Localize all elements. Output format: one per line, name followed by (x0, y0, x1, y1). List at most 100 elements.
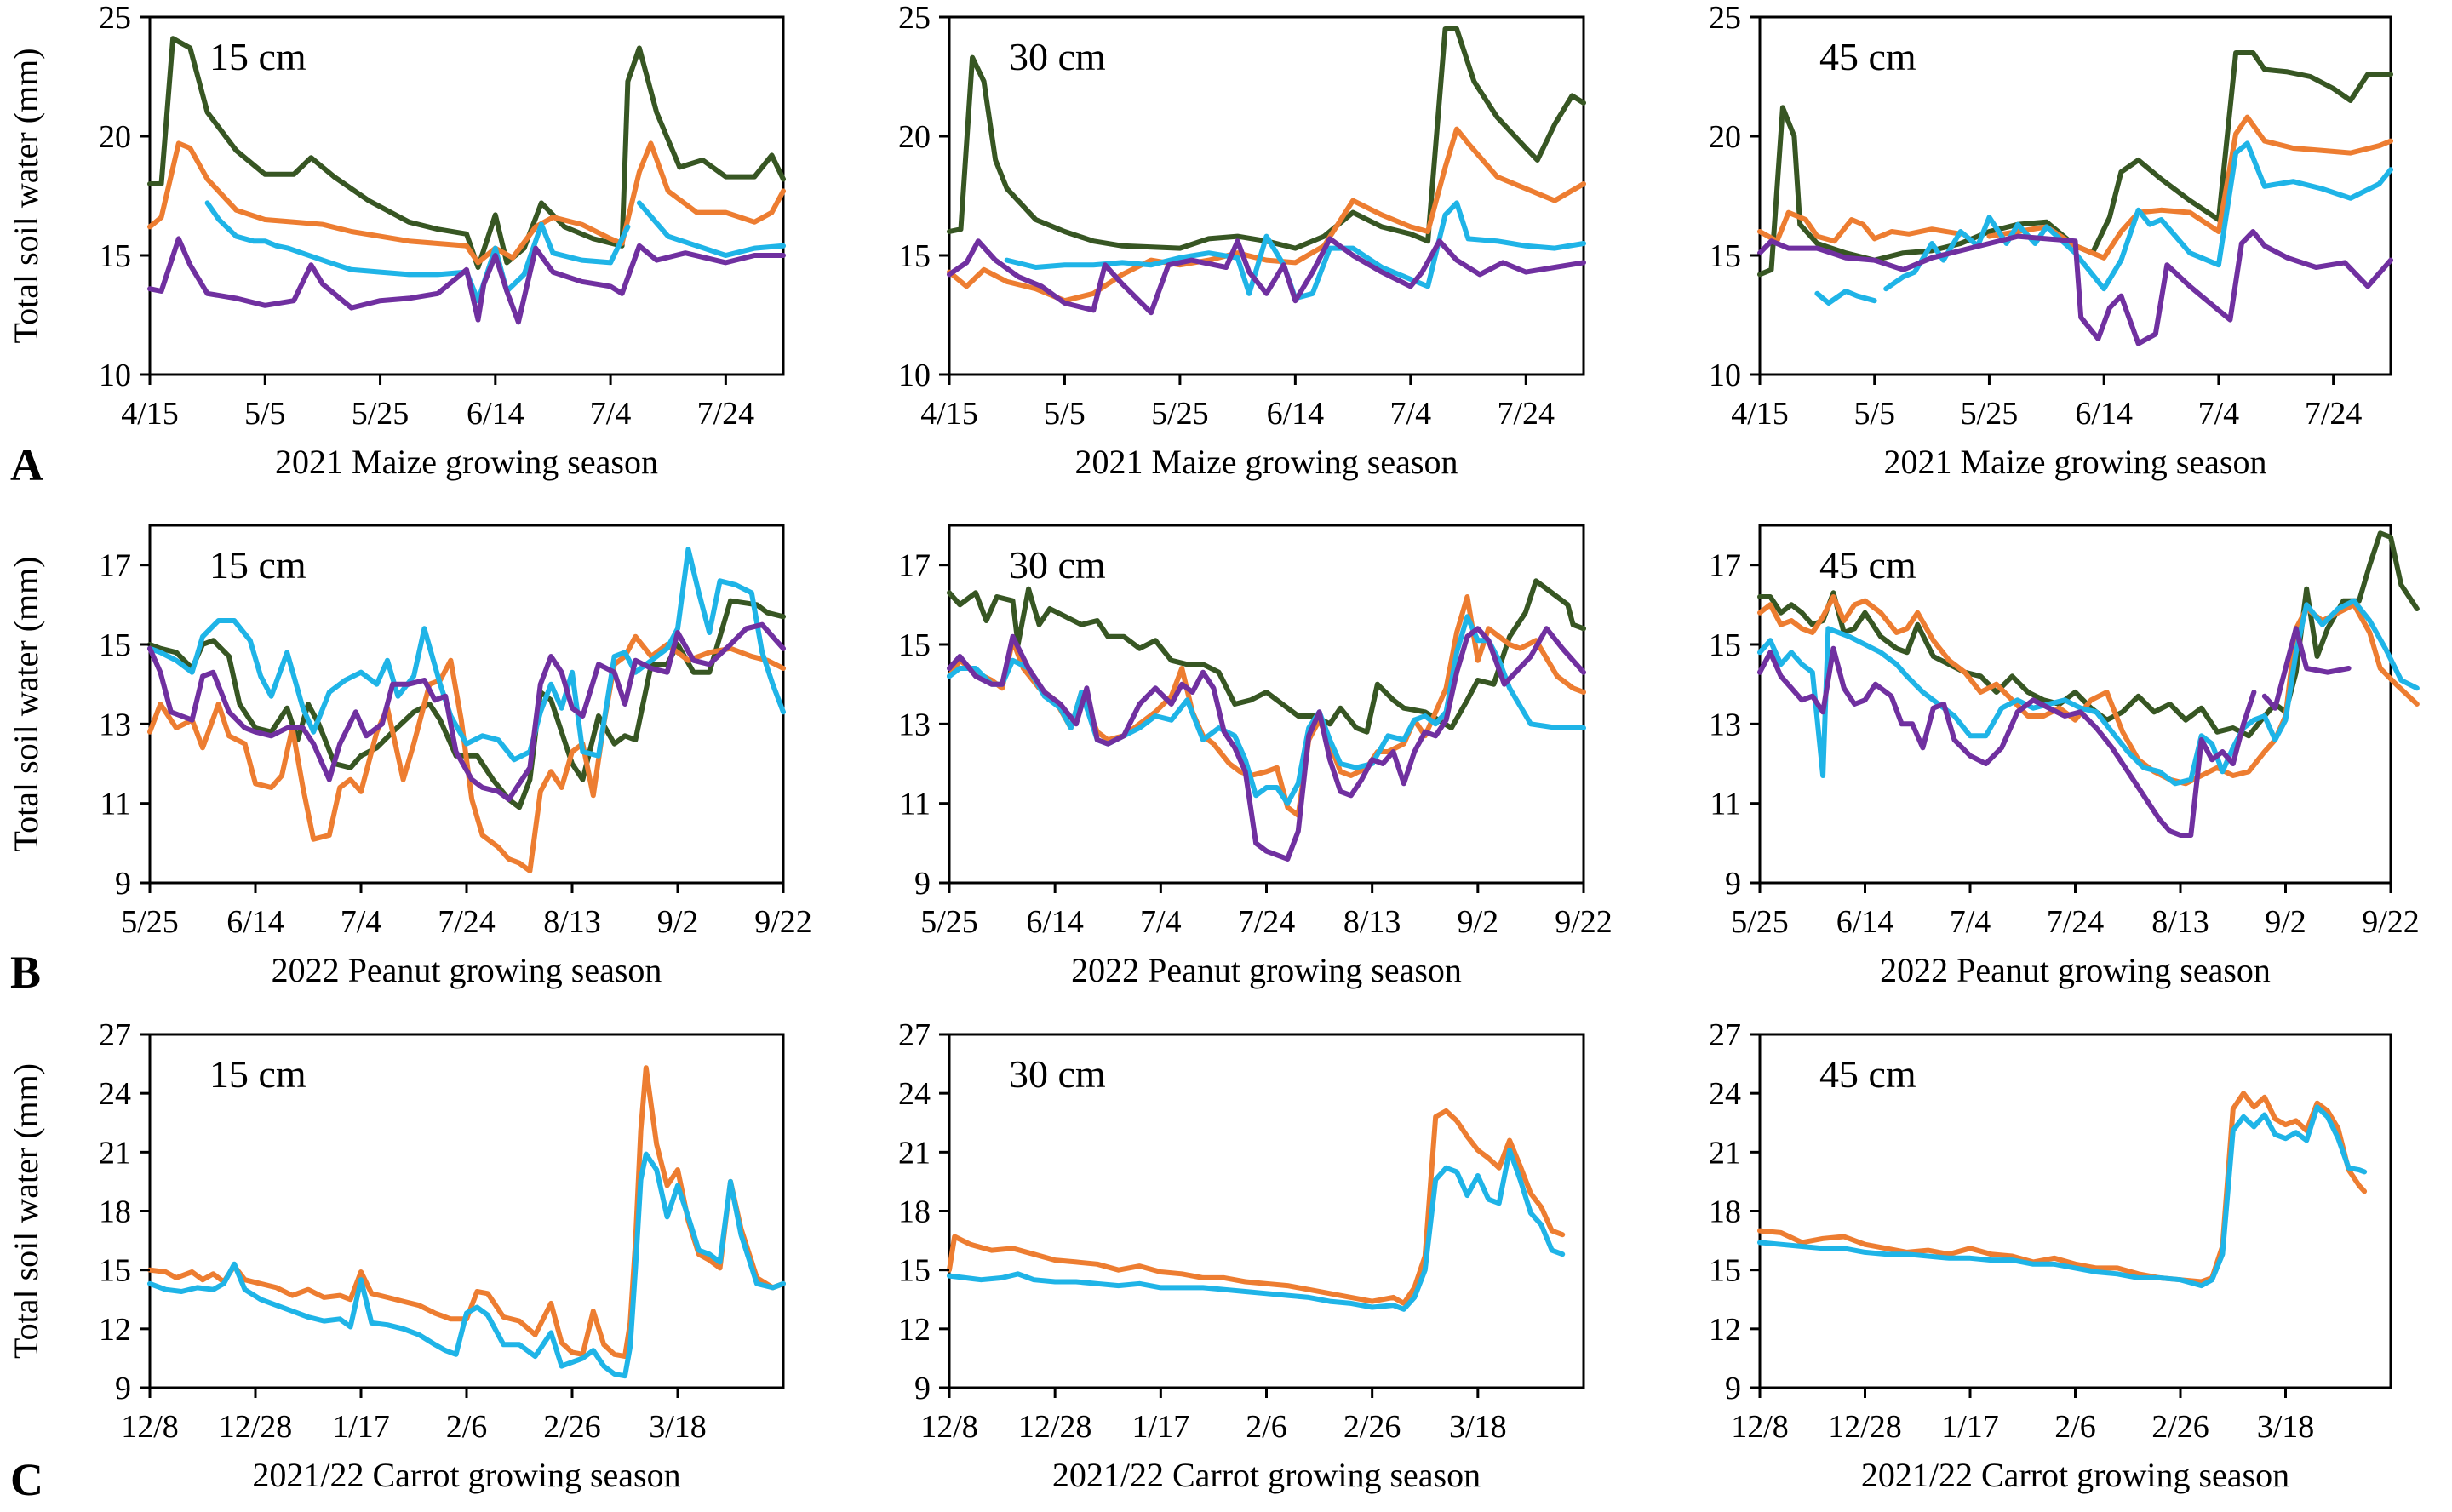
row-label-a: A (10, 439, 43, 490)
depth-label: 45 cm (1819, 1052, 1916, 1096)
series-line-orange (147, 633, 786, 873)
y-tick-label: 18 (1709, 1194, 1741, 1230)
y-tick-label: 27 (1709, 1017, 1741, 1053)
y-tick-label: 20 (1709, 119, 1741, 155)
x-tick-label: 9/22 (2362, 904, 2420, 940)
x-tick-label: 7/24 (1497, 396, 1555, 432)
chart-panel-5: 9 11 13 15 17 5/25 6/14 7/4 7/24 8/13 9/2 9/22 2022 … (898, 524, 1613, 989)
x-tick-label: 2/6 (2054, 1409, 2096, 1445)
x-tick-label: 6/14 (226, 904, 284, 940)
y-axis-title: Total soil water (mm) (7, 1063, 45, 1359)
y-tick-label: 9 (914, 866, 931, 902)
series-line-light-blue (947, 1148, 1566, 1312)
series-line-light-blue (1757, 598, 2420, 787)
y-tick-label: 24 (898, 1076, 931, 1112)
y-tick-label: 9 (115, 866, 131, 902)
plot-frame (148, 524, 785, 885)
series-line-orange (947, 1108, 1566, 1306)
plot-frame (1758, 15, 2392, 376)
depth-label: 15 cm (209, 35, 306, 78)
y-tick-label: 15 (99, 238, 131, 274)
x-tick-label: 7/24 (2305, 396, 2363, 432)
y-tick-label: 25 (99, 0, 131, 36)
x-axis-title: 2021/22 Carrot growing season (252, 1456, 680, 1494)
y-tick-label: 15 (898, 1253, 931, 1289)
y-tick-label: 18 (99, 1194, 131, 1230)
y-tick-label: 10 (898, 358, 931, 393)
y-tick-label: 21 (99, 1135, 131, 1171)
y-tick-label: 15 (1709, 238, 1741, 274)
series-line-purple (1757, 626, 2352, 838)
x-tick-label: 9/2 (1458, 904, 1499, 940)
y-tick-label: 17 (99, 548, 131, 584)
x-tick-label: 5/5 (1853, 396, 1895, 432)
series-line-light-blue (147, 547, 786, 763)
y-tick-label: 21 (1709, 1135, 1741, 1171)
x-tick-label: 8/13 (1343, 904, 1401, 940)
series-line-light-blue (1814, 140, 2393, 306)
x-tick-label: 6/14 (1267, 396, 1325, 432)
x-tick-label: 4/15 (1731, 396, 1789, 432)
x-tick-label: 7/24 (1238, 904, 1296, 940)
x-tick-label: 2/6 (446, 1409, 488, 1445)
chart-panel-1: 10 15 20 25 4/15 5/5 5/25 6/14 7/4 7/24 2021 Maize… (7, 0, 786, 481)
y-axis-title: Total soil water (mm) (7, 48, 45, 343)
x-tick-label: 12/28 (219, 1409, 293, 1445)
chart-panels: 10 15 20 25 4/15 5/5 5/25 6/14 7/4 7/24 2021 Maize… (7, 0, 2420, 1494)
x-tick-label: 1/17 (1941, 1409, 1999, 1445)
depth-label: 30 cm (1009, 1052, 1106, 1096)
x-axis-title: 2022 Peanut growing season (1071, 951, 1462, 989)
y-tick-label: 20 (99, 119, 131, 155)
y-tick-label: 17 (1709, 548, 1741, 584)
x-tick-label: 12/8 (920, 1409, 978, 1445)
y-tick-label: 17 (898, 548, 931, 584)
x-tick-label: 5/25 (352, 396, 410, 432)
y-tick-label: 15 (1709, 1253, 1741, 1289)
x-tick-label: 2/6 (1246, 1409, 1287, 1445)
y-tick-label: 11 (1710, 787, 1741, 822)
chart-panel-3: 10 15 20 25 4/15 5/5 5/25 6/14 7/4 7/24 2021 Maize… (1709, 0, 2393, 481)
series-line-purple (1757, 229, 2393, 346)
chart-panel-8: 9 12 15 18 21 24 27 12/8 12/28 1/17 2/6 2/26 3/18 202… (898, 1017, 1585, 1494)
y-tick-label: 11 (100, 787, 131, 822)
x-tick-label: 1/17 (332, 1409, 390, 1445)
x-tick-label: 2/26 (1343, 1409, 1401, 1445)
x-tick-label: 9/2 (2265, 904, 2306, 940)
x-tick-label: 7/4 (341, 904, 382, 940)
row-label-c: C (10, 1454, 43, 1505)
y-tick-label: 9 (115, 1371, 131, 1406)
y-tick-label: 15 (99, 1253, 131, 1289)
x-tick-label: 7/4 (1390, 396, 1432, 432)
series-line-dark-green (947, 578, 1586, 735)
plot-frame (1758, 1033, 2392, 1389)
chart-panel-6: 9 11 13 15 17 5/25 6/14 7/4 7/24 8/13 9/2 9/22 2022 … (1709, 524, 2420, 989)
series-line-light-blue (204, 200, 786, 304)
depth-label: 15 cm (209, 1052, 306, 1096)
y-tick-label: 27 (898, 1017, 931, 1053)
x-axis-title: 2021 Maize growing season (275, 443, 658, 481)
x-tick-label: 5/5 (1044, 396, 1086, 432)
series-line-dark-green (1757, 530, 2420, 739)
y-tick-label: 10 (1709, 358, 1741, 393)
x-tick-label: 9/22 (1555, 904, 1613, 940)
x-tick-label: 4/15 (121, 396, 179, 432)
x-tick-label: 3/18 (649, 1409, 707, 1445)
x-tick-label: 9/22 (754, 904, 812, 940)
x-tick-label: 8/13 (543, 904, 601, 940)
x-tick-label: 6/14 (1026, 904, 1084, 940)
x-tick-label: 7/24 (697, 396, 755, 432)
y-tick-label: 12 (1709, 1312, 1741, 1348)
y-tick-label: 15 (898, 627, 931, 663)
y-tick-label: 25 (1709, 0, 1741, 36)
x-axis-title: 2021 Maize growing season (1075, 443, 1458, 481)
y-tick-label: 11 (899, 787, 931, 822)
x-tick-label: 5/5 (244, 396, 286, 432)
x-tick-label: 2/26 (543, 1409, 601, 1445)
x-axis-title: 2021/22 Carrot growing season (1861, 1456, 2289, 1494)
x-tick-label: 7/4 (1950, 904, 1991, 940)
depth-label: 45 cm (1819, 543, 1916, 587)
depth-label: 30 cm (1009, 35, 1106, 78)
series-line-orange (147, 140, 786, 266)
y-tick-label: 18 (898, 1194, 931, 1230)
y-tick-label: 15 (898, 238, 931, 274)
